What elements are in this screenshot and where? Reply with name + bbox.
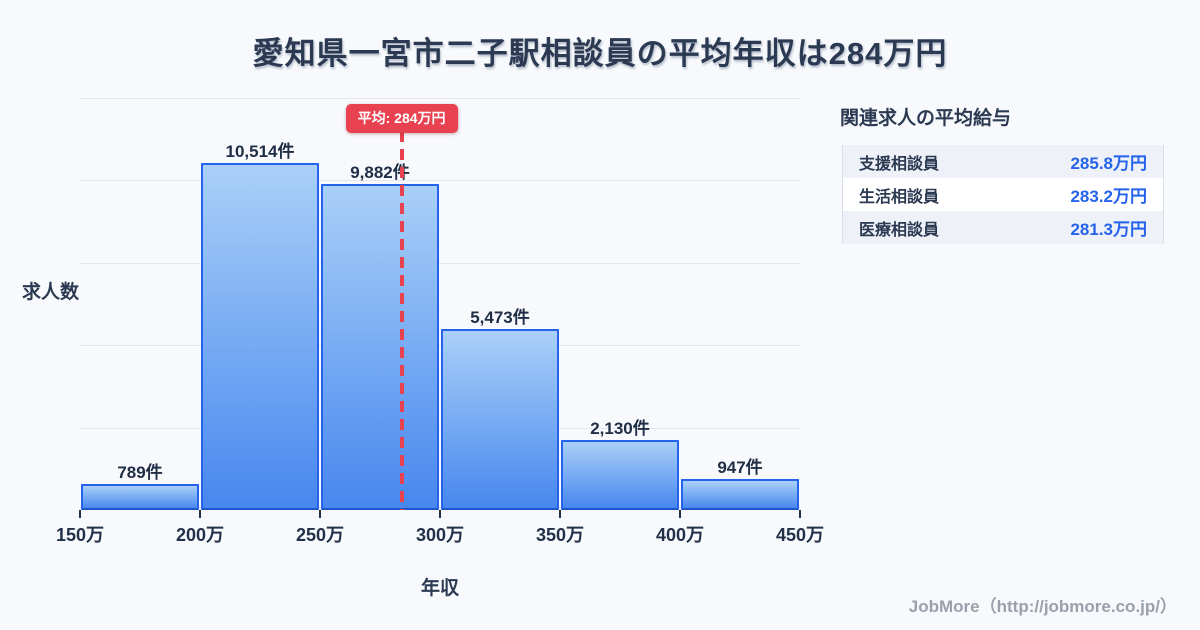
x-tick-label: 450万 [775, 525, 825, 545]
x-tick-label: 150万 [55, 525, 105, 545]
related-job-value: 281.3万円 [1070, 220, 1147, 239]
x-tick-mark [679, 510, 681, 518]
related-job-row: 支援相談員 285.8万円 [843, 145, 1163, 178]
related-job-label: 生活相談員 [859, 188, 940, 206]
gridline [80, 427, 800, 429]
histogram-bar [81, 484, 199, 510]
y-axis-label: 求人数 [22, 282, 80, 303]
page-title: 愛知県一宮市二子駅相談員の平均年収は284万円 [252, 36, 948, 71]
related-job-value: 285.8万円 [1070, 154, 1147, 173]
bar-value-label: 9,882件 [350, 163, 410, 182]
bar-value-label: 2,130件 [590, 419, 650, 438]
related-job-label: 支援相談員 [859, 155, 940, 173]
x-tick-mark [79, 510, 81, 518]
histogram-bar [201, 163, 319, 510]
related-job-label: 医療相談員 [859, 221, 940, 239]
bar-value-label: 789件 [117, 463, 163, 482]
x-tick-label: 200万 [175, 525, 225, 545]
gridline [80, 345, 800, 346]
related-job-row: 医療相談員 281.3万円 [843, 211, 1163, 244]
footer-credit: JobMore（http://jobmore.co.jp/） [908, 597, 1177, 616]
average-badge: 平均: 284万円 [345, 104, 458, 133]
gridline [80, 180, 800, 181]
x-tick-mark [199, 510, 201, 518]
x-tick-label: 350万 [535, 525, 585, 545]
bar-value-label: 947件 [717, 458, 763, 477]
related-job-value: 283.2万円 [1070, 187, 1147, 206]
bar-value-label: 10,514件 [225, 142, 295, 161]
histogram-bar [441, 329, 559, 510]
average-line [399, 131, 404, 510]
bar-value-label: 5,473件 [470, 308, 530, 327]
x-tick-label: 250万 [295, 525, 345, 545]
x-tick-mark [559, 510, 561, 518]
x-tick-mark [439, 510, 441, 518]
histogram-bar [321, 184, 439, 510]
related-jobs-heading: 関連求人の平均給与 [840, 108, 1012, 129]
related-jobs-table: 支援相談員 285.8万円生活相談員 283.2万円医療相談員 281.3万円 [842, 145, 1164, 244]
x-tick-label: 300万 [415, 525, 465, 545]
x-tick-label: 400万 [655, 525, 705, 545]
x-tick-mark [799, 510, 801, 518]
histogram-bar [561, 440, 679, 510]
related-job-row: 生活相談員 283.2万円 [843, 178, 1163, 211]
histogram-bar [681, 479, 799, 510]
gridline [80, 97, 800, 99]
gridline [80, 262, 800, 264]
x-axis-label: 年収 [420, 578, 459, 599]
x-tick-mark [319, 510, 321, 518]
salary-histogram: 求人数 789件 10,514件 9,882件 5,473件 2,130件 947件 15… [22, 97, 824, 599]
